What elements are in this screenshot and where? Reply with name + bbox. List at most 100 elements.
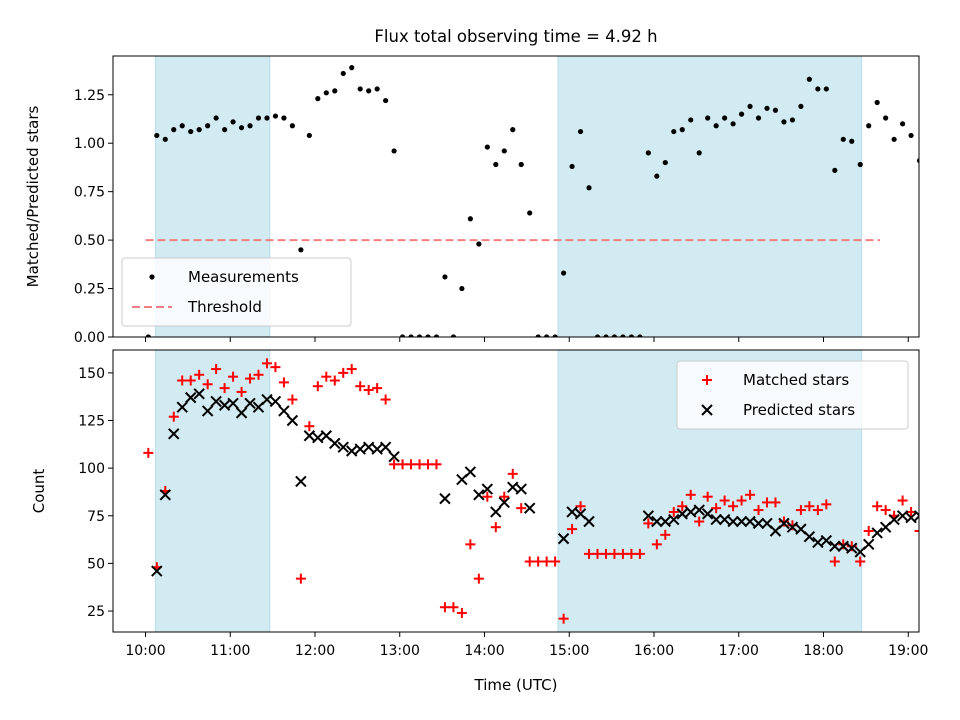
x-b (362, 441, 375, 453)
data-point (196, 127, 202, 133)
x-b (659, 515, 672, 528)
x-tick-label: 16:00 (634, 643, 674, 659)
matched-stars-point (245, 373, 256, 384)
data-point (679, 127, 685, 133)
predicted-stars-point (201, 405, 214, 417)
predicted-stars-point (727, 515, 739, 528)
data-point (459, 285, 465, 292)
x-b (151, 565, 163, 577)
matched-stars-point (423, 459, 433, 470)
figure-title: Flux total observing time = 4.92 h (374, 27, 657, 46)
legend-label: Threshold (187, 298, 262, 316)
x-b (693, 504, 705, 516)
x-tick-label: 19:00 (888, 643, 928, 659)
x-tick-label: 14:00 (464, 643, 504, 659)
x-b (337, 441, 349, 453)
data-point (806, 76, 812, 82)
predicted-stars-point (227, 397, 239, 410)
x-tick-label: 13:00 (380, 643, 420, 659)
x-b (523, 502, 536, 514)
x-b (668, 513, 680, 526)
data-point (908, 132, 914, 139)
predicted-stars-point (481, 483, 494, 495)
data-point (688, 117, 694, 123)
x-b (710, 513, 722, 526)
predicted-stars-point (778, 517, 790, 530)
data-point (357, 86, 363, 92)
matched-stars-point (880, 505, 891, 516)
x-a (913, 510, 919, 517)
predicted-stars-point (507, 481, 519, 493)
x-b (862, 538, 875, 551)
data-point (391, 148, 397, 154)
matched-stars-point (143, 447, 154, 458)
matched-stars-point (465, 539, 476, 550)
x-b (312, 431, 324, 444)
matched-stars-point (745, 489, 756, 500)
x-b (651, 515, 663, 528)
x-b (329, 437, 341, 450)
data-point (823, 86, 829, 92)
predicted-stars-point (464, 466, 477, 478)
data-point (222, 127, 228, 133)
data-point (662, 159, 668, 166)
matched-stars-point (287, 394, 298, 405)
data-point (866, 123, 872, 129)
legend-entry: Threshold (132, 298, 262, 316)
predicted-stars-point (846, 542, 858, 554)
matched-stars-point (846, 541, 857, 552)
data-point (383, 97, 389, 104)
axes-frame (112, 55, 920, 338)
data-point (272, 113, 279, 119)
predicted-stars-point (693, 504, 705, 516)
x-b (193, 388, 205, 400)
x-b (159, 489, 171, 501)
matched-stars-point (312, 381, 323, 392)
predicted-stars-point (676, 508, 688, 520)
data-point (230, 119, 236, 125)
legend-label: Measurements (188, 268, 299, 286)
data-point (332, 88, 338, 94)
predicted-stars-point (159, 489, 171, 501)
predicted-stars-point (261, 393, 273, 406)
matched-stars-point (524, 556, 535, 567)
axes-frame (112, 349, 920, 633)
x-b (778, 517, 790, 530)
x-b (905, 511, 917, 524)
data-point (154, 132, 160, 139)
matched-stars-point (592, 548, 603, 559)
data-point (408, 334, 414, 337)
matched-stars-point (668, 506, 679, 517)
matched-stars-point (363, 385, 374, 396)
matched-stars-point (321, 371, 332, 382)
data-point (705, 115, 711, 121)
matched-stars-point (634, 548, 645, 559)
x-b (896, 510, 909, 522)
predicted-stars-point (337, 441, 349, 453)
matched-stars-point (821, 499, 832, 510)
matched-stars-point (897, 495, 908, 506)
x-b (354, 443, 366, 455)
matched-stars-point (702, 491, 713, 502)
x-tick-label: 15:00 (549, 643, 589, 659)
matched-stars-point (795, 505, 806, 516)
data-point (730, 121, 736, 127)
x-b (829, 540, 841, 552)
data-point (476, 241, 482, 247)
predicted-stars-point (896, 510, 909, 522)
matched-stars-point (431, 459, 442, 470)
matched-stars-point (261, 358, 272, 369)
x-b (184, 391, 197, 404)
data-point (374, 86, 380, 92)
x-b (812, 536, 824, 549)
legend-entry: Predicted stars (701, 401, 855, 419)
predicted-stars-point (388, 450, 400, 463)
matched-stars-point (372, 383, 383, 394)
predicted-stars-point (913, 510, 919, 522)
x-b (837, 540, 849, 552)
x-b (871, 527, 883, 539)
matched-stars-point (397, 459, 408, 470)
x-b (744, 515, 756, 528)
plot-area (143, 350, 919, 632)
